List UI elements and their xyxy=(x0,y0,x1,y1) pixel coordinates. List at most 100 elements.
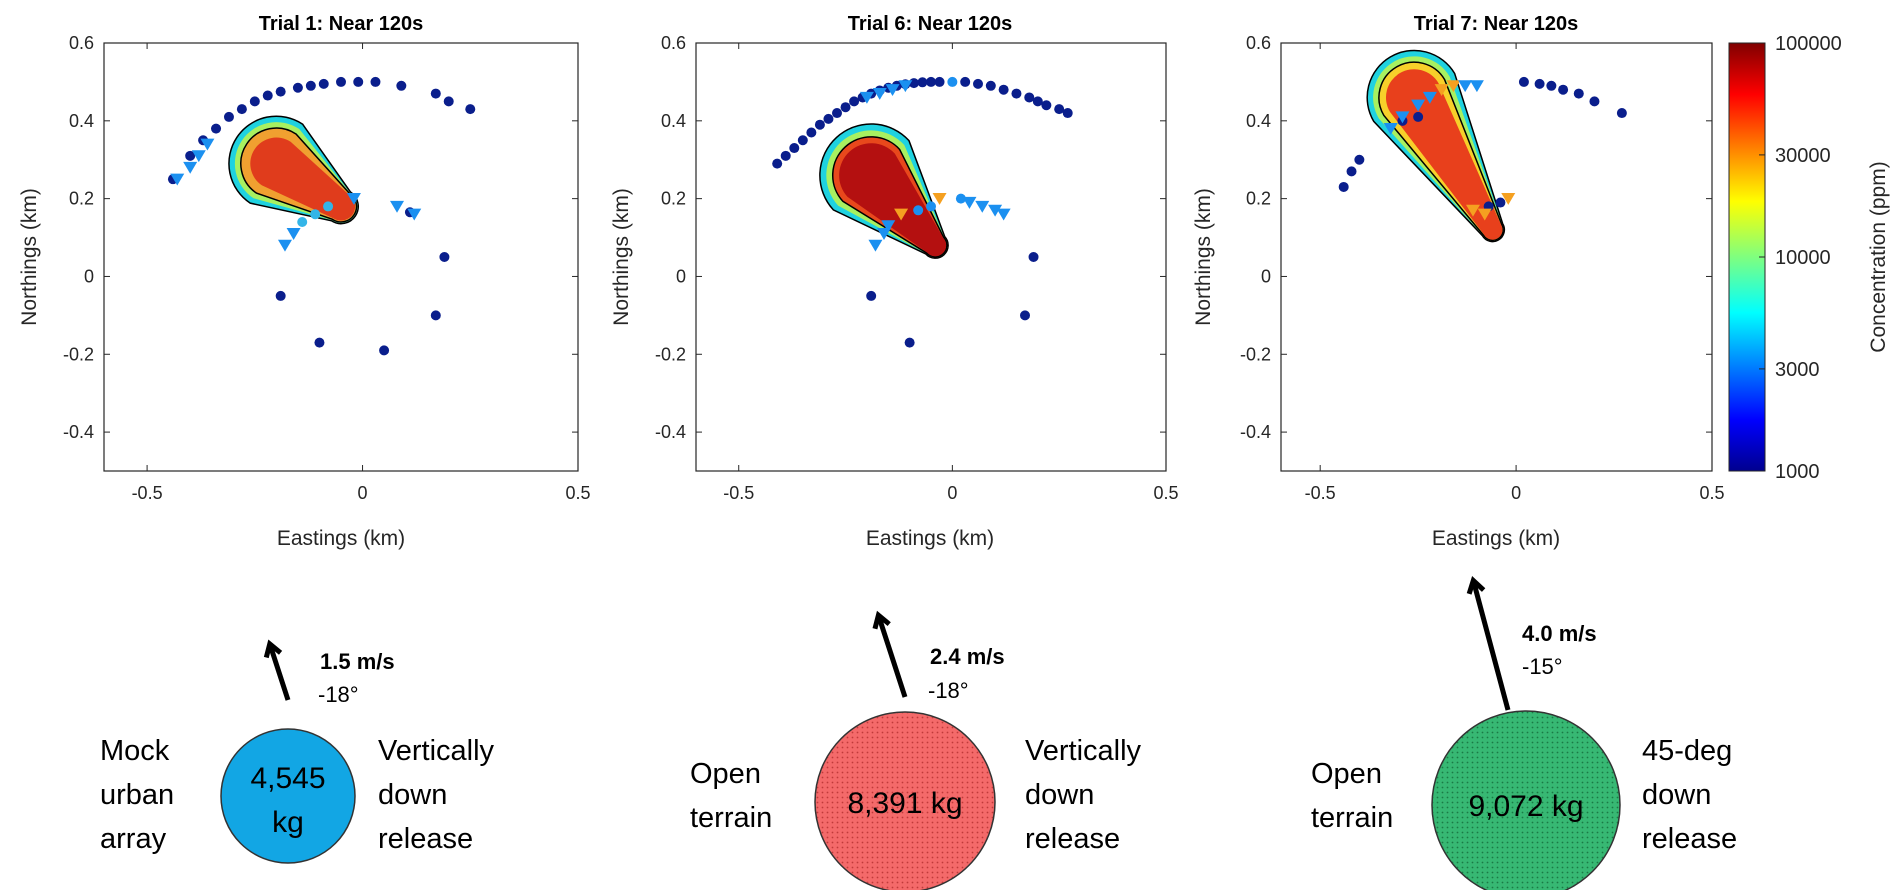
release-label-line-2: down xyxy=(1642,779,1711,811)
release-label-line-3: release xyxy=(1025,823,1120,855)
sensor-triangle-marker xyxy=(988,204,1003,217)
wind-speed-label: 4.0 m/s xyxy=(1522,621,1597,646)
axis-ticks: -0.5 0 0.5 -0.4 -0.2 0 0.2 0.4 0.6 xyxy=(1240,33,1725,503)
sensor-triangle-marker xyxy=(894,208,909,221)
sensor-circle-marker xyxy=(185,150,196,161)
sensor-triangle-marker xyxy=(885,84,900,96)
y-tick-label: 0.2 xyxy=(661,189,686,209)
sensor-circle-marker xyxy=(297,216,308,227)
x-axis-label: Eastings (km) xyxy=(866,527,994,550)
sensor-circle-marker xyxy=(797,135,808,146)
sensor-triangle-marker xyxy=(346,193,361,205)
y-tick-label: -0.2 xyxy=(655,344,686,364)
colorbar: 100000 30000 10000 3000 1000 Concentration (… xyxy=(1728,33,1890,483)
sensor-circle-marker xyxy=(336,76,346,87)
x-tick-label: -0.5 xyxy=(723,483,754,503)
sensor-circle-marker xyxy=(1062,108,1073,119)
mass-label-line-2: kg xyxy=(272,806,304,839)
sensor-triangle-marker xyxy=(407,208,422,221)
release-case-trial-7: 4.0 m/s -15° Open terrain 9,072 kg 45-de… xyxy=(1311,576,1737,890)
release-label-line-1: Vertically xyxy=(1025,735,1142,767)
chart-title: Trial 1: Near 120s xyxy=(259,13,424,35)
sensor-circle-marker xyxy=(1413,111,1424,122)
terrain-label-line-2: urban xyxy=(100,779,174,811)
sensor-markers xyxy=(1338,76,1627,221)
wind-arrow-head xyxy=(263,639,283,659)
sensor-triangle-marker xyxy=(877,228,891,240)
colorbar-ticks: 100000 30000 10000 3000 1000 xyxy=(1759,33,1842,483)
y-tick-label: 0.6 xyxy=(69,33,94,53)
sensor-triangle-marker xyxy=(872,87,887,100)
wind-speed-label: 1.5 m/s xyxy=(320,649,395,674)
sensor-circle-marker xyxy=(236,104,247,115)
y-tick-label: -0.4 xyxy=(655,422,686,442)
sensor-triangle-marker xyxy=(183,161,198,174)
sensor-circle-marker xyxy=(985,80,996,91)
sensor-triangle-marker xyxy=(390,200,405,213)
wind-arrow-head xyxy=(872,610,891,630)
plume-core xyxy=(839,143,947,257)
sensor-circle-marker xyxy=(430,310,441,321)
y-axis-label: Northings (km) xyxy=(610,188,633,326)
sensor-circle-marker xyxy=(1573,88,1584,99)
sensor-circle-marker xyxy=(904,337,915,348)
mass-label-line-1: 8,391 kg xyxy=(847,787,962,820)
sensor-circle-marker xyxy=(249,96,260,107)
sensor-triangle-marker xyxy=(996,208,1011,221)
sensor-circle-marker xyxy=(465,104,476,115)
sensor-triangle-marker xyxy=(975,200,990,213)
sensor-triangle-marker xyxy=(1383,123,1398,135)
sensor-triangle-marker xyxy=(277,239,292,252)
mass-label-line-1: 9,072 kg xyxy=(1468,790,1583,823)
sensor-circle-marker xyxy=(396,80,407,91)
sensor-circle-marker xyxy=(275,290,286,301)
sensor-triangle-marker xyxy=(898,80,913,93)
sensor-circle-marker xyxy=(1041,100,1052,111)
colorbar-tick-label: 3000 xyxy=(1775,359,1820,381)
y-axis-label: Northings (km) xyxy=(1192,188,1215,326)
sensor-circle-marker xyxy=(1032,96,1043,107)
y-tick-label: -0.4 xyxy=(1240,422,1271,442)
wind-direction-label: -18° xyxy=(928,678,969,703)
mass-circle xyxy=(1431,710,1621,890)
sensor-circle-marker xyxy=(789,143,800,154)
terrain-label-line-1: Open xyxy=(1311,758,1382,790)
wind-direction-label: -15° xyxy=(1522,654,1563,679)
x-tick-label: 0 xyxy=(358,483,368,503)
release-label-line-1: Vertically xyxy=(378,735,495,767)
sensor-circle-marker xyxy=(430,88,441,99)
sensor-circle-marker xyxy=(1354,154,1365,165)
sensor-circle-marker xyxy=(1589,96,1600,107)
release-case-trial-1: 1.5 m/s -18° Mock urban array 4,545 kg V… xyxy=(100,639,495,864)
sensor-triangle-marker xyxy=(1411,99,1426,112)
sensor-triangle-marker xyxy=(1501,193,1516,205)
sensor-circle-marker xyxy=(780,150,791,161)
sensor-triangle-marker xyxy=(1434,84,1449,96)
y-tick-label: 0.2 xyxy=(69,189,94,209)
plume-contour xyxy=(228,115,360,225)
sensor-triangle-marker xyxy=(962,196,977,209)
y-tick-label: -0.4 xyxy=(63,422,94,442)
terrain-label-line-1: Open xyxy=(690,758,761,790)
sensor-circle-marker xyxy=(866,290,877,301)
sensor-circle-marker xyxy=(998,84,1009,95)
y-tick-label: 0.4 xyxy=(661,111,686,131)
sensor-circle-marker xyxy=(1028,252,1039,262)
y-tick-label: -0.2 xyxy=(1240,344,1271,364)
sensor-circle-marker xyxy=(814,119,825,130)
sensor-circle-marker xyxy=(370,76,381,87)
sensor-circle-marker xyxy=(960,76,971,87)
y-tick-label: 0.6 xyxy=(1246,33,1271,53)
sensor-circle-marker xyxy=(211,123,222,134)
plume-contour xyxy=(1366,49,1506,243)
sensor-circle-marker xyxy=(955,193,966,204)
y-tick-label: 0 xyxy=(84,266,94,286)
sensor-circle-marker xyxy=(832,108,842,119)
wind-arrow-shaft xyxy=(267,643,291,701)
y-tick-label: 0.4 xyxy=(69,111,94,131)
sensor-triangle-marker xyxy=(881,220,896,233)
mass-label-line-1: 4,545 xyxy=(250,762,325,795)
sensor-circle-marker xyxy=(823,113,834,124)
sensor-triangle-marker xyxy=(286,228,301,240)
sensor-circle-marker xyxy=(1346,166,1357,177)
